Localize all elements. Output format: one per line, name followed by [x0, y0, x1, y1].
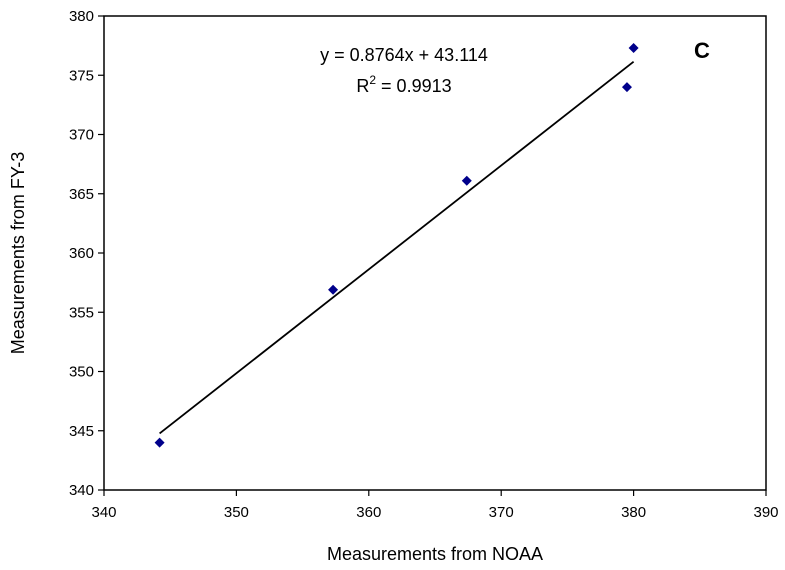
y-tick-label: 340: [69, 482, 94, 499]
trendline-equation: y = 0.8764x + 43.114: [320, 45, 488, 65]
r-squared-prefix: R: [356, 76, 369, 96]
x-axis-title: Measurements from NOAA: [327, 544, 543, 564]
r-squared-superscript: 2: [369, 73, 376, 87]
data-point: [461, 175, 472, 186]
y-axis-ticks: 340 345 350 355 360 365 370 375 380: [69, 8, 104, 499]
y-tick-label: 360: [69, 245, 94, 262]
x-tick-label: 350: [224, 504, 249, 521]
y-tick-label: 345: [69, 423, 94, 440]
data-point: [621, 82, 632, 93]
x-tick-label: 360: [356, 504, 381, 521]
y-tick-label: 365: [69, 186, 94, 203]
x-tick-label: 340: [91, 504, 116, 521]
y-tick-label: 350: [69, 364, 94, 381]
data-point: [628, 42, 639, 53]
x-tick-label: 380: [621, 504, 646, 521]
y-tick-label: 375: [69, 67, 94, 84]
r-squared-value: = 0.9913: [376, 76, 452, 96]
y-tick-label: 370: [69, 127, 94, 144]
plot-area: [103, 15, 767, 491]
x-tick-label: 370: [489, 504, 514, 521]
y-tick-label: 355: [69, 304, 94, 321]
x-tick-label: 390: [753, 504, 778, 521]
trendline: [159, 60, 635, 435]
data-point: [328, 284, 339, 295]
data-points: [154, 42, 639, 448]
y-tick-label: 380: [69, 8, 94, 25]
r-squared-label: R2 = 0.9913: [356, 73, 451, 96]
panel-label: C: [694, 38, 710, 63]
y-axis-title: Measurements from FY-3: [8, 152, 28, 354]
x-axis-ticks: 340 350 360 370 380 390: [91, 490, 779, 521]
data-point: [154, 437, 165, 448]
